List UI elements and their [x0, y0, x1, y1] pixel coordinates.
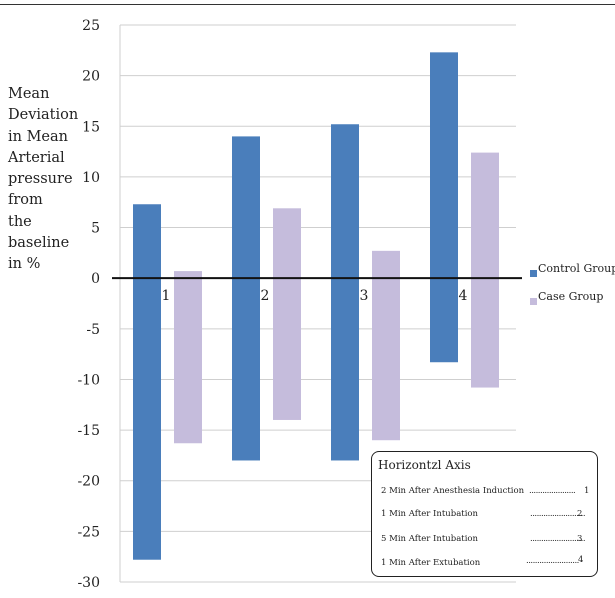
axis-key-dots-4: ........................: [526, 556, 579, 566]
x-tick-label: 4: [459, 288, 468, 304]
legend-swatch-control: [530, 270, 537, 277]
y-tick-label: -20: [77, 474, 100, 490]
legend: Control Group Case Group: [524, 261, 615, 317]
axis-key-dots-2: .........................: [530, 509, 586, 519]
y-tick-label: -15: [77, 423, 100, 439]
axis-key-label-2: 1 Min After Intubation: [381, 509, 479, 519]
y-axis-label: Mean Deviation in Mean Arterial pressure…: [8, 86, 79, 273]
y-tick-label: 10: [82, 170, 100, 186]
y-tick-label: -30: [77, 575, 100, 591]
legend-label-control: Control Group: [538, 262, 615, 275]
legend-swatch-case: [530, 298, 537, 305]
bar-case: [372, 250, 400, 441]
y-tick-label: -10: [77, 372, 100, 388]
bar-control: [133, 204, 161, 560]
horizontal-axis-key: Horizontzl Axis 2 Min After Anesthesia I…: [371, 451, 598, 577]
bar-case: [174, 271, 202, 444]
axis-key-dots-3: .........................: [530, 534, 586, 544]
axis-key-label-1: 2 Min After Anesthesia Induction: [381, 486, 525, 496]
y-tick-label: 15: [82, 119, 100, 135]
axis-key-dots-1: .....................: [529, 486, 576, 496]
y-tick-label: 0: [91, 271, 100, 287]
y-tick-label: -25: [77, 524, 100, 540]
axis-key-title: Horizontzl Axis: [378, 458, 471, 472]
axis-key-num-1: 1: [584, 486, 590, 496]
legend-item-control: Control Group: [524, 261, 615, 289]
axis-key-num-4: 4: [578, 555, 584, 565]
legend-item-case: Case Group: [524, 289, 615, 317]
x-tick-label: 3: [360, 288, 369, 304]
y-tick-label: 20: [82, 69, 100, 85]
x-tick-label: 1: [162, 288, 171, 304]
axis-key-label-3: 5 Min After Intubation: [381, 534, 479, 544]
bar-control: [430, 52, 458, 363]
axis-key-label-4: 1 Min After Extubation: [381, 558, 481, 568]
legend-label-case: Case Group: [538, 290, 604, 303]
bar-control: [232, 136, 260, 461]
axis-key-num-2: 2: [577, 509, 583, 519]
bar-control: [331, 124, 359, 461]
y-tick-label: -5: [86, 322, 100, 338]
y-tick-label: 5: [91, 221, 100, 237]
bar-case: [471, 152, 499, 388]
y-tick-label: 25: [82, 18, 100, 34]
x-tick-label: 2: [261, 288, 270, 304]
axis-key-num-3: 3: [577, 534, 583, 544]
bar-case: [273, 208, 301, 420]
